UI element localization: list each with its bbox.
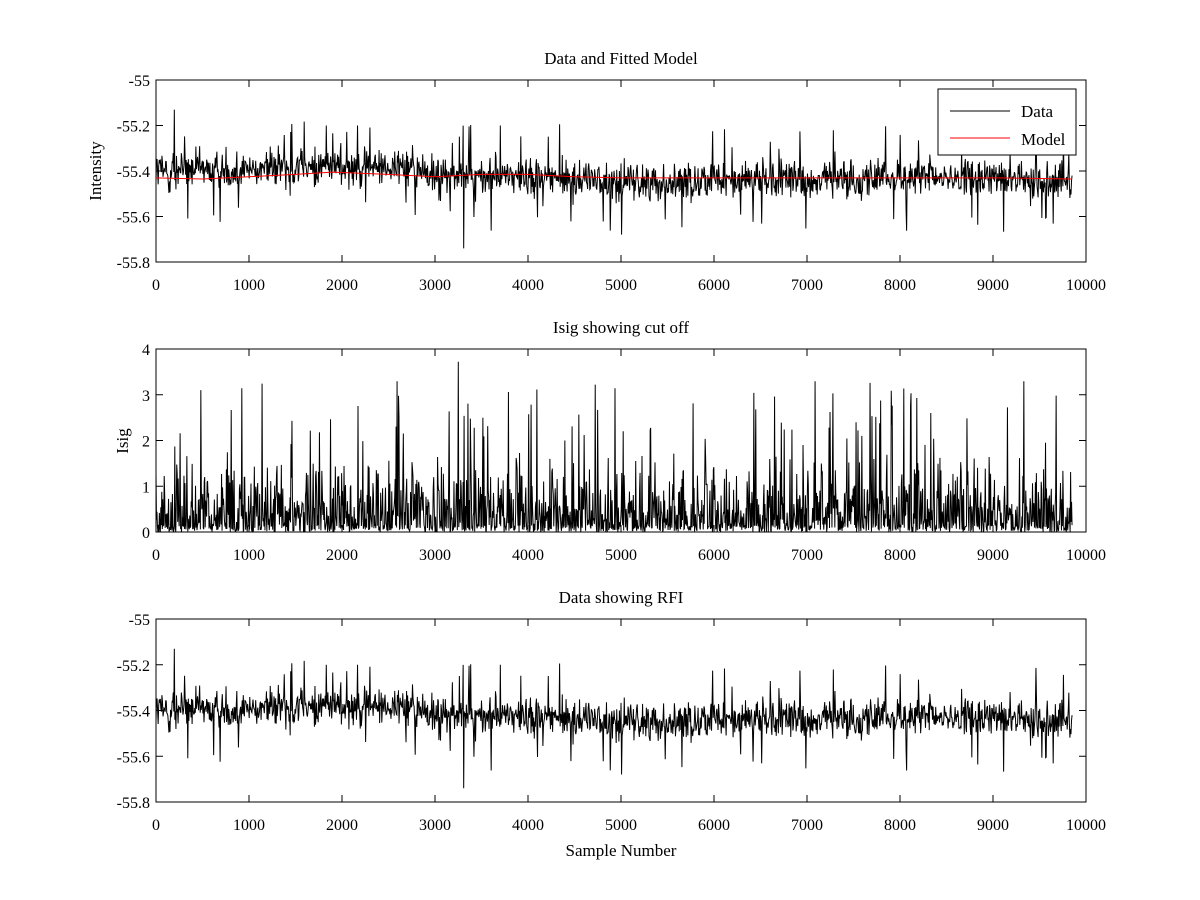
- y-tick-label: -55.6: [117, 749, 150, 766]
- x-tick-label: 8000: [884, 277, 916, 294]
- x-tick-label: 7000: [791, 547, 823, 564]
- y-tick-label: -55.2: [117, 658, 150, 675]
- y-tick-label: 0: [142, 525, 150, 542]
- series-layer: [156, 361, 1073, 532]
- x-tick-label: 3000: [419, 547, 451, 564]
- x-tick-label: 1000: [233, 817, 265, 834]
- x-tick-label: 6000: [698, 277, 730, 294]
- x-tick-label: 10000: [1066, 547, 1106, 564]
- x-tick-label: 6000: [698, 547, 730, 564]
- y-tick-label: 1: [142, 479, 150, 496]
- y-tick-label: -55: [129, 612, 150, 629]
- x-tick-label: 6000: [698, 817, 730, 834]
- panel-data-fitted-model: Data and Fitted Model 0 1000 2000 3000 4000 5…: [86, 49, 1106, 294]
- x-axis-label: Sample Number: [566, 841, 677, 860]
- y-tick-label: -55.8: [117, 255, 150, 272]
- y-tick-label: 3: [142, 388, 150, 405]
- series-data-line: [156, 648, 1073, 789]
- y-tick-label: -55.6: [117, 210, 150, 227]
- legend-box: [937, 88, 1077, 156]
- ticks-layer: 0 1000 2000 3000 4000 5000 6000 7000 8000 9000 100…: [117, 612, 1106, 834]
- x-tick-label: 3000: [419, 817, 451, 834]
- x-tick-label: 2000: [326, 547, 358, 564]
- y-tick-label: -55.4: [117, 704, 150, 721]
- legend-entry-model: Model: [1021, 130, 1066, 149]
- x-tick-label: 2000: [326, 817, 358, 834]
- y-axis-label: Isig: [113, 428, 132, 454]
- x-tick-label: 7000: [791, 817, 823, 834]
- x-tick-label: 5000: [605, 817, 637, 834]
- x-tick-label: 10000: [1066, 817, 1106, 834]
- x-tick-label: 0: [152, 817, 160, 834]
- x-tick-label: 10000: [1066, 277, 1106, 294]
- series-model-line: [156, 171, 1073, 180]
- x-tick-label: 4000: [512, 817, 544, 834]
- y-axis-label: Intensity: [86, 141, 105, 201]
- panel-isig-cut-off: Isig showing cut off 0 1000 2000 3000 4000 50…: [113, 318, 1106, 564]
- y-tick-label: -55.4: [117, 164, 150, 181]
- series-data-line: [156, 109, 1073, 249]
- x-tick-label: 0: [152, 547, 160, 564]
- ticks-layer: 0 1000 2000 3000 4000 5000 6000 7000 8000 9000 100…: [117, 73, 1106, 294]
- x-tick-label: 9000: [977, 817, 1009, 834]
- legend: Data Model: [937, 88, 1077, 156]
- y-tick-label: -55.2: [117, 119, 150, 136]
- series-layer: [156, 648, 1073, 789]
- x-tick-label: 8000: [884, 547, 916, 564]
- x-tick-label: 4000: [512, 547, 544, 564]
- panel-data-showing-rfi: Data showing RFI 0 1000 2000 3000 4000 5000 60…: [117, 588, 1106, 860]
- x-tick-label: 4000: [512, 277, 544, 294]
- x-tick-label: 8000: [884, 817, 916, 834]
- x-tick-label: 5000: [605, 547, 637, 564]
- chart-title: Isig showing cut off: [553, 318, 689, 337]
- chart-title: Data and Fitted Model: [544, 49, 698, 68]
- y-tick-label: 4: [142, 342, 150, 359]
- x-tick-label: 9000: [977, 547, 1009, 564]
- y-tick-label: -55: [129, 73, 150, 90]
- x-tick-label: 0: [152, 277, 160, 294]
- x-tick-label: 9000: [977, 277, 1009, 294]
- ticks-layer: 0 1000 2000 3000 4000 5000 6000 7000 8000 9000 100…: [142, 342, 1106, 564]
- series-layer: [156, 109, 1073, 249]
- x-tick-label: 1000: [233, 277, 265, 294]
- x-tick-label: 2000: [326, 277, 358, 294]
- chart-title: Data showing RFI: [559, 588, 684, 607]
- series-isig-line: [156, 361, 1073, 532]
- x-tick-label: 5000: [605, 277, 637, 294]
- x-tick-label: 3000: [419, 277, 451, 294]
- x-tick-label: 7000: [791, 277, 823, 294]
- y-tick-label: 2: [142, 434, 150, 451]
- legend-entry-data: Data: [1021, 102, 1054, 121]
- y-tick-label: -55.8: [117, 795, 150, 812]
- x-tick-label: 1000: [233, 547, 265, 564]
